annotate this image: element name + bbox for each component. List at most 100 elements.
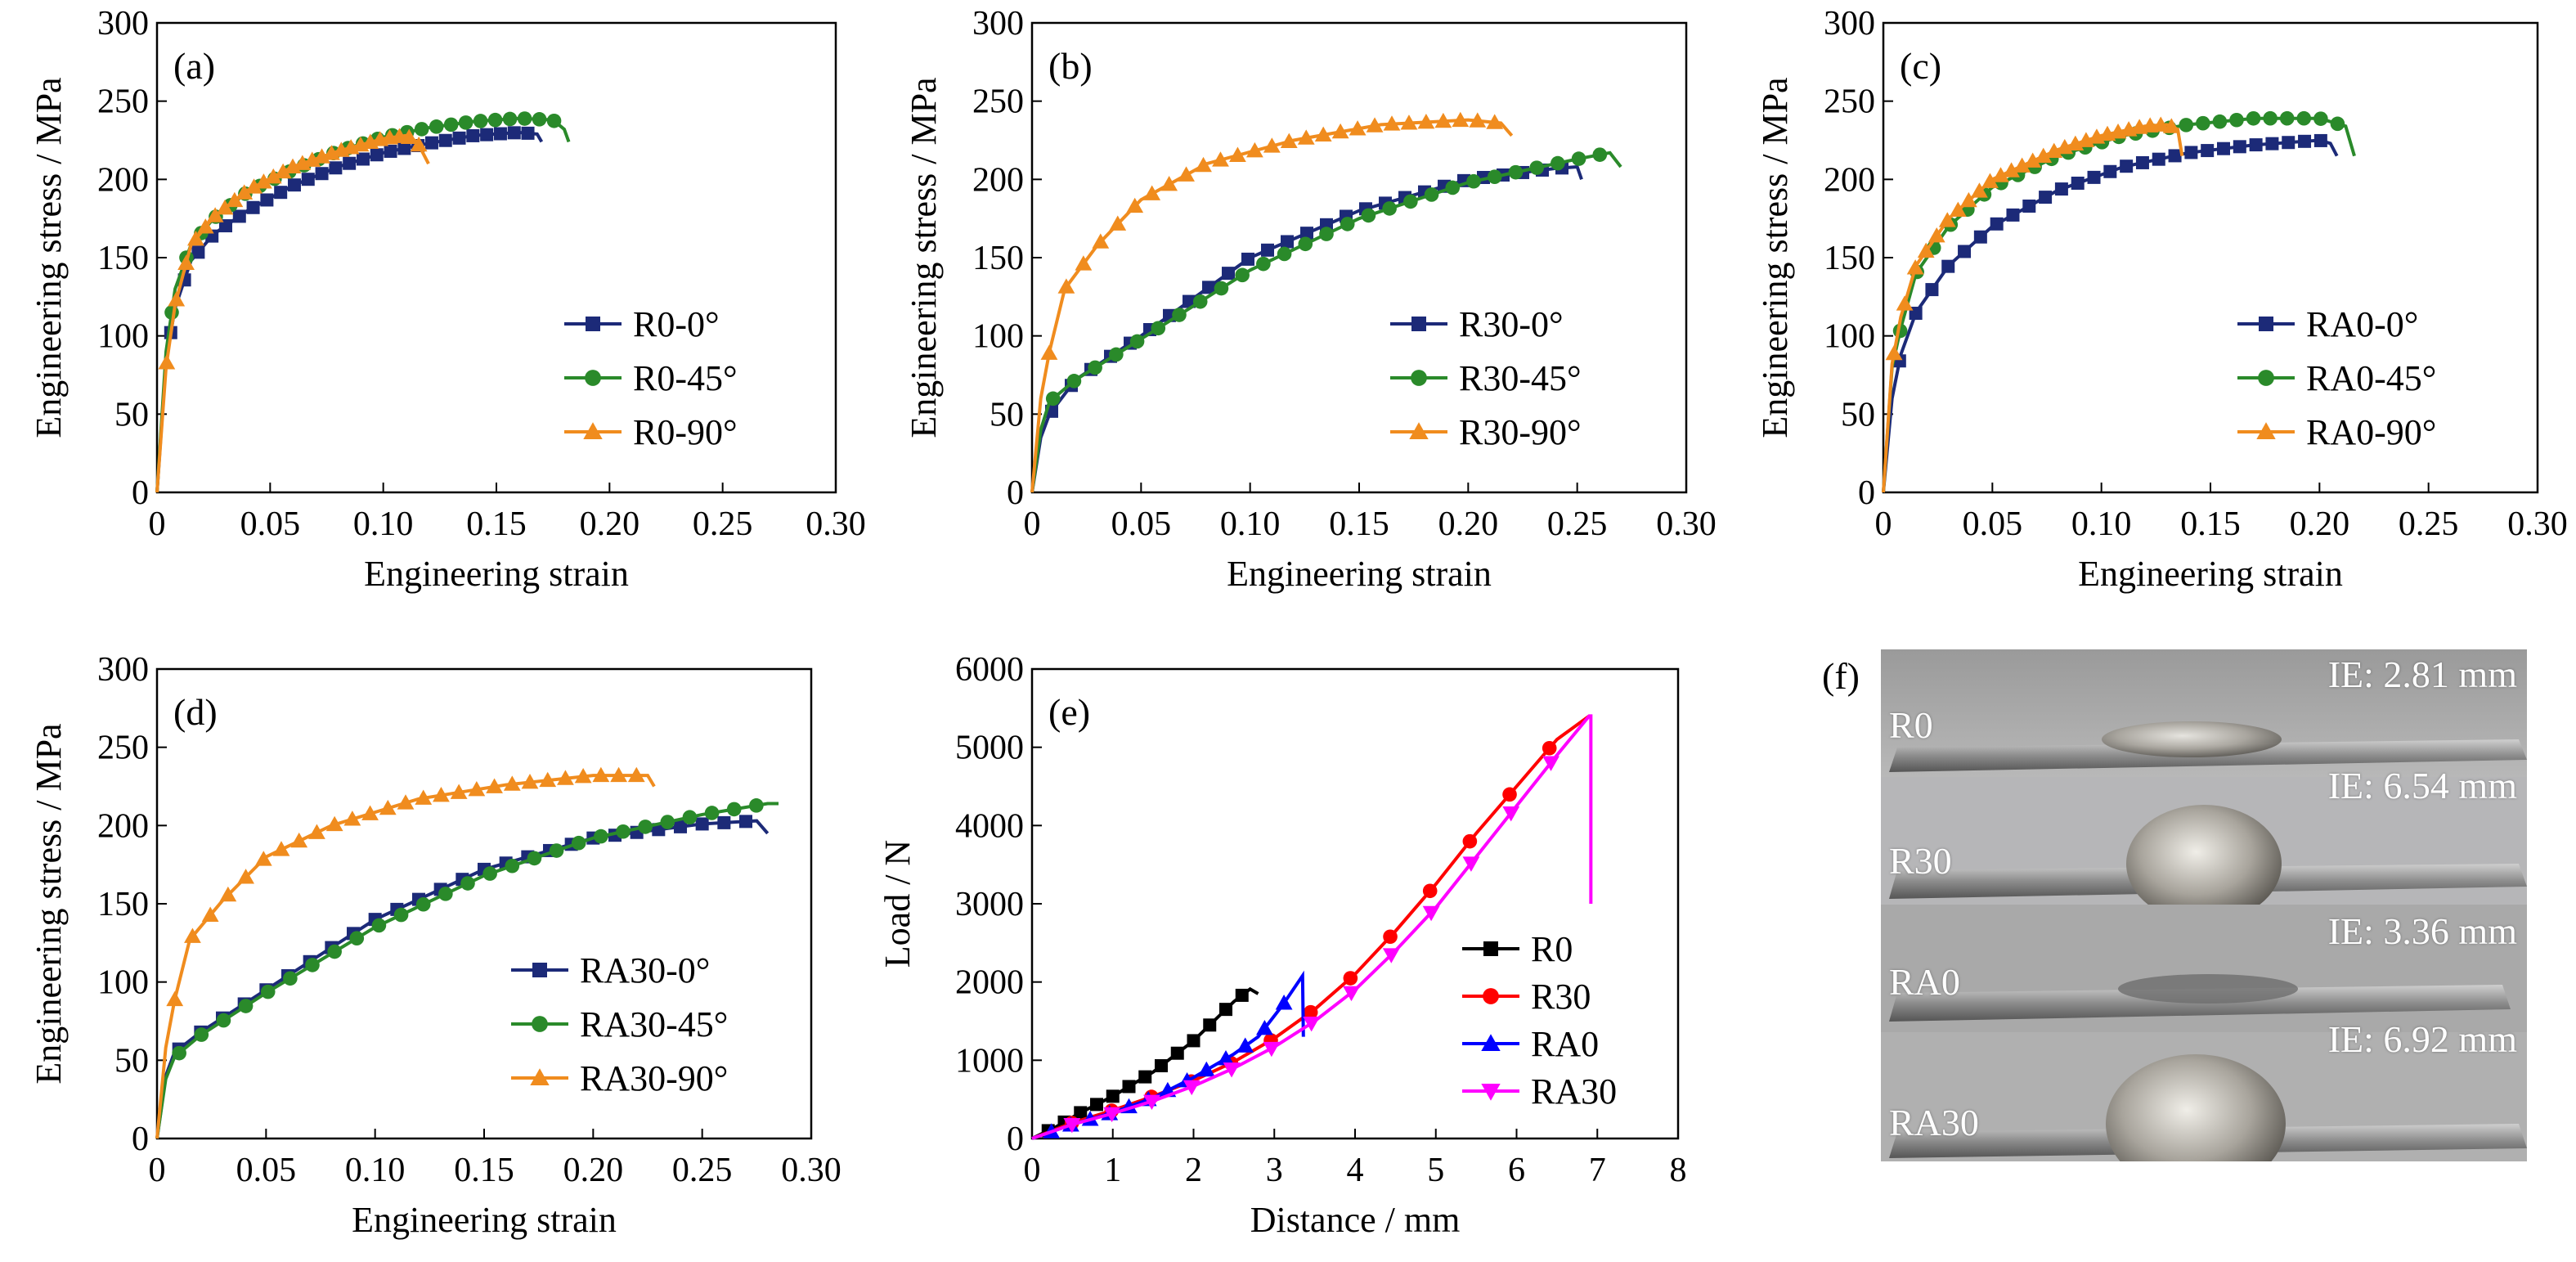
data-point [194,1027,209,1042]
data-point [1088,360,1102,375]
data-point [415,896,431,912]
data-point [184,927,201,943]
data-point [1178,166,1195,182]
series-line [1030,118,1514,493]
data-point [166,990,184,1007]
legend-marker [2259,317,2273,331]
data-point [574,768,592,784]
series-R0-0° [155,126,544,493]
data-point [272,841,290,856]
legend-marker [1483,941,1498,956]
data-point [245,178,263,194]
data-point [1529,160,1544,175]
data-point [2313,111,2328,126]
legend-marker [1409,422,1429,439]
legend-entry: RA30-45° [580,1004,728,1044]
legend-entry: R30-90° [1459,412,1582,452]
x-tick-label: 5 [1427,1152,1444,1189]
data-point [468,780,486,797]
data-point [397,794,415,810]
series-RA30 [1031,714,1593,1140]
data-point [2246,110,2261,126]
data-point [1400,115,1418,130]
data-point [327,944,342,959]
data-point [232,209,246,223]
plot-frame [1882,21,2539,494]
series-RA0-90° [1882,116,2184,493]
data-point [201,906,219,922]
data-point [264,168,282,184]
data-point [739,815,752,829]
chart-b: 0 0.05 0.10 0.15 0.20 0.25 0.30 0 50 100 150 200 250… [904,5,1717,594]
data-point [1487,169,1502,184]
data-point [379,799,397,815]
data-point [682,810,698,825]
data-point [2120,159,2134,173]
data-point [1280,132,1298,149]
data-point [1434,112,1452,128]
series-line [1031,970,1305,1140]
x-tick-label: 0.30 [806,505,866,543]
panel-label-c: (c) [1900,45,1941,87]
data-point [1542,740,1557,756]
series-line [1031,714,1593,1140]
series-RA30-90° [155,766,656,1139]
data-point [2229,112,2244,128]
data-point [521,774,539,789]
data-point [473,114,488,128]
data-point [1314,126,1332,142]
data-point [2313,133,2327,147]
series-line [1031,714,1591,1140]
y-tick-label: 0 [1007,474,1024,512]
x-tick-label: 6 [1508,1152,1525,1189]
data-point [1928,227,1945,243]
y-tick-label: 250 [97,83,149,121]
data-point [1349,120,1367,136]
data-point [1281,235,1294,249]
data-point [438,133,452,147]
data-point [1990,217,2004,231]
data-point [487,112,503,128]
data-point [1958,245,1972,258]
x-tick-label: 0.05 [236,1152,297,1189]
data-point [1319,227,1334,241]
data-point [315,167,329,181]
series-R0-90° [155,128,430,493]
ie-value-r30: IE: 6.54 mm [2327,765,2517,806]
data-point [452,131,466,145]
data-point [1885,344,1903,361]
chart-c: 0 0.05 0.10 0.15 0.20 0.25 0.30 0 50 100 150 200 250… [1755,5,2568,594]
y-tick-label: 100 [1824,318,1875,356]
data-point [1466,173,1481,189]
data-point [2135,155,2149,169]
data-point [1343,971,1358,986]
data-point [458,115,473,130]
data-point [1469,112,1487,128]
x-tick-label: 0.15 [454,1152,514,1189]
data-point [2024,152,2042,168]
data-point [2039,191,2053,204]
x-tick-label: 0.15 [1329,505,1389,543]
legend-entry: R0-0° [633,304,720,344]
data-point [571,835,586,851]
ie-value-ra30: IE: 6.92 mm [2327,1018,2517,1060]
x-tick-label: 1 [1104,1152,1121,1189]
data-point [1183,1080,1200,1096]
data-point [2003,162,2020,177]
panel-label-a: (a) [173,45,215,87]
data-point [1155,1059,1168,1073]
data-point [1502,806,1520,822]
series-R0-45° [155,111,571,493]
data-point [1256,1020,1273,1035]
data-point [2045,142,2063,159]
data-point [1138,1070,1152,1084]
data-point [1551,155,1565,171]
series-line [1882,138,2339,493]
data-point [274,163,292,179]
x-tick-label: 0.20 [563,1152,624,1189]
data-point [1203,1018,1217,1032]
x-tick-label: 0.25 [693,505,753,543]
data-point [254,851,272,866]
ie-value-ra0: IE: 3.36 mm [2327,910,2517,952]
y-tick-label: 250 [1824,83,1875,121]
